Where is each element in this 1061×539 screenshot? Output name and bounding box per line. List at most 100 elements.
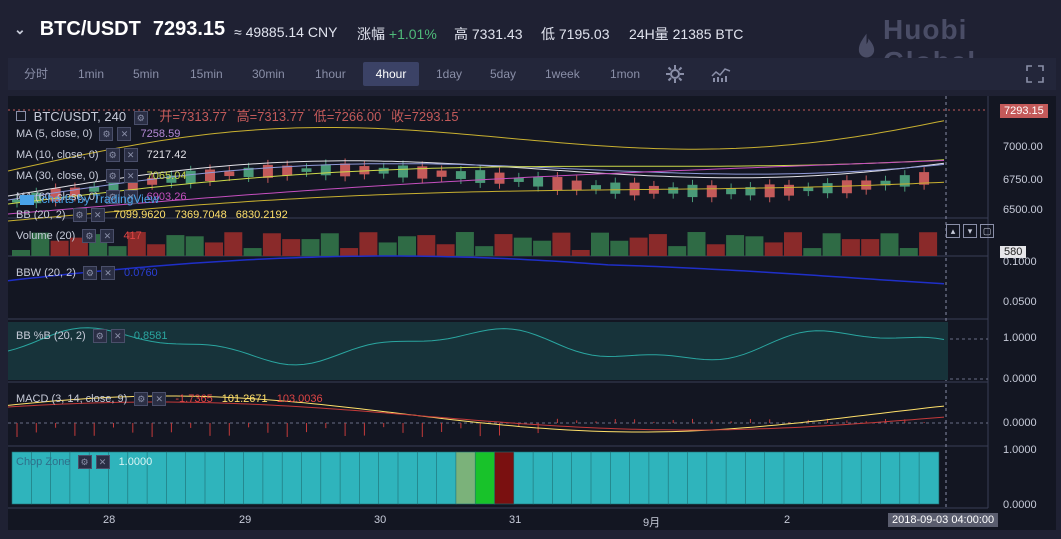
candle-body xyxy=(340,163,351,177)
chop-close-icon[interactable]: ✕ xyxy=(95,455,110,469)
chop-zone-bar xyxy=(339,451,361,505)
legend-bb-row: BB (20, 2) ⚙ ✕ 7099.9620 7369.7048 6830.2… xyxy=(16,208,288,222)
legend-chop-label: Chop Zone xyxy=(16,455,71,468)
chevron-down-icon[interactable]: ⌄ xyxy=(14,21,26,37)
volume-close-icon[interactable]: ✕ xyxy=(100,229,115,243)
volume-bar xyxy=(706,244,725,256)
ma30-close-icon[interactable]: ✕ xyxy=(123,169,138,183)
chop-tick: 0.0000 xyxy=(1003,499,1037,511)
chop-zone-bar xyxy=(552,451,573,505)
pane-down-icon[interactable]: ▾ xyxy=(963,224,978,238)
time-tick: 29 xyxy=(239,514,252,526)
chop-zone-bar xyxy=(243,451,264,505)
candle-body xyxy=(726,188,737,195)
pane-buttons[interactable]: ▴ ▾ ▢ xyxy=(946,224,995,238)
bbw-close-icon[interactable]: ✕ xyxy=(100,266,115,280)
chart-area[interactable]: BTC/USDT, 240 ⚙ 开=7313.77 高=7313.77 低=72… xyxy=(8,96,1056,530)
change-stat: 涨幅 +1.01% xyxy=(357,24,437,44)
tf-1mon[interactable]: 1mon xyxy=(610,67,641,81)
tf-1hour[interactable]: 1hour xyxy=(315,67,346,81)
chop-zone-bar xyxy=(648,451,670,505)
volume-bar xyxy=(455,232,474,256)
collapse-icon[interactable] xyxy=(16,111,26,121)
legend-ma60-value: 6903.26 xyxy=(146,190,187,203)
pane-max-icon[interactable]: ▢ xyxy=(980,224,995,238)
tradingview-logo-icon xyxy=(20,194,34,205)
bbw-settings-icon[interactable]: ⚙ xyxy=(82,266,97,280)
chop-zone-bar xyxy=(359,451,380,505)
macd-settings-icon[interactable]: ⚙ xyxy=(134,392,149,406)
chop-settings-icon[interactable]: ⚙ xyxy=(77,455,92,469)
fullscreen-icon[interactable] xyxy=(1026,65,1044,83)
tf-5min[interactable]: 5min xyxy=(133,67,160,81)
settings-small-icon[interactable]: ⚙ xyxy=(133,110,148,125)
pair-selector[interactable]: ⌄ BTC/USDT 7293.15 xyxy=(14,18,225,41)
candle-body xyxy=(282,165,293,176)
tf-4hour[interactable]: 4hour xyxy=(363,62,419,86)
chop-zone-bar xyxy=(667,451,689,505)
low-label: 低 xyxy=(541,26,555,42)
candle-body xyxy=(494,172,505,184)
legend-volume-row: Volume (20) ⚙ ✕ 417 xyxy=(16,229,142,243)
bbp-close-icon[interactable]: ✕ xyxy=(110,329,125,343)
tf-1day[interactable]: 1day xyxy=(436,67,463,81)
timeframe-toolbar: 分时 1min 5min 15min 30min 1hour 4hour 1da… xyxy=(8,58,1056,90)
volume-bar xyxy=(610,240,629,256)
volume-bar xyxy=(571,249,590,256)
price-chart-canvas[interactable] xyxy=(8,96,1056,530)
volume-bar xyxy=(475,246,494,256)
chop-zone-bar xyxy=(899,451,920,505)
volume-bar xyxy=(340,248,359,256)
candle-body xyxy=(687,184,698,198)
pair-name: BTC/USDT xyxy=(39,18,141,40)
legend-ma10-value: 7217.42 xyxy=(146,148,187,161)
chop-zone-bar xyxy=(706,451,727,505)
ma30-settings-icon[interactable]: ⚙ xyxy=(105,169,120,183)
ma10-settings-icon[interactable]: ⚙ xyxy=(105,148,120,162)
candle-body xyxy=(147,177,158,185)
chop-zone-bar xyxy=(455,451,476,505)
tf-fenshi[interactable]: 分时 xyxy=(24,67,49,81)
tf-5day[interactable]: 5day xyxy=(490,67,517,81)
candle-body xyxy=(320,164,331,176)
tf-1min[interactable]: 1min xyxy=(78,67,105,81)
chop-zone-bar xyxy=(918,451,940,505)
ma5-settings-icon[interactable]: ⚙ xyxy=(99,127,114,141)
last-price: 7293.15 xyxy=(152,18,226,40)
candle-body xyxy=(899,175,910,187)
pane-up-icon[interactable]: ▴ xyxy=(946,224,960,238)
chop-zone-bar xyxy=(416,451,438,505)
bbp-settings-icon[interactable]: ⚙ xyxy=(92,329,107,343)
tf-15min[interactable]: 15min xyxy=(190,67,223,81)
macd-close-icon[interactable]: ✕ xyxy=(152,392,167,406)
tf-1week[interactable]: 1week xyxy=(545,67,580,81)
ma60-settings-icon[interactable]: ⚙ xyxy=(105,190,120,204)
chop-zone-bar xyxy=(185,451,206,505)
volume-bar xyxy=(880,233,899,256)
legend-open: 7313.77 xyxy=(179,109,227,124)
change-label: 涨幅 xyxy=(357,26,385,42)
price-tick: 7000.00 xyxy=(1003,141,1043,153)
legend-macd-label: MACD (3, 14, close, 9) xyxy=(16,392,128,405)
legend-bbp-label: BB %B (20, 2) xyxy=(16,329,86,342)
bb-close-icon[interactable]: ✕ xyxy=(90,208,105,222)
bbp-tick: 1.0000 xyxy=(1003,332,1037,344)
volume-bar xyxy=(31,232,50,256)
volume-bar xyxy=(50,240,69,256)
chop-zone-bar xyxy=(822,451,843,505)
bb-settings-icon[interactable]: ⚙ xyxy=(72,208,87,222)
chop-zone-bar xyxy=(204,451,226,505)
chop-zone-bar xyxy=(783,451,805,505)
ma10-close-icon[interactable]: ✕ xyxy=(123,148,138,162)
tf-30min[interactable]: 30min xyxy=(252,67,285,81)
legend-symbol: BTC/USDT, 240 xyxy=(33,109,127,124)
ma5-close-icon[interactable]: ✕ xyxy=(117,127,132,141)
candle-body xyxy=(841,180,852,194)
volume-settings-icon[interactable]: ⚙ xyxy=(82,229,97,243)
gear-icon[interactable] xyxy=(666,65,684,83)
volume-bar xyxy=(668,246,687,256)
volume-stat-value: 21385 BTC xyxy=(672,26,744,42)
ma60-close-icon[interactable]: ✕ xyxy=(123,190,138,204)
time-tick: 31 xyxy=(509,514,522,526)
indicators-icon[interactable] xyxy=(711,66,731,82)
